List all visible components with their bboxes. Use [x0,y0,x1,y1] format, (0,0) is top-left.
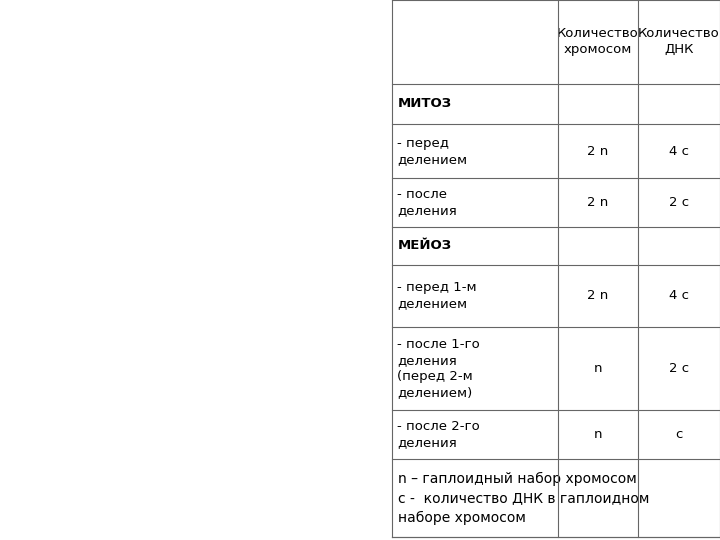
Text: МИТОЗ: МИТОЗ [397,97,451,111]
Text: - после 2-го
деления: - после 2-го деления [397,420,480,449]
Text: 4 c: 4 c [669,289,689,302]
Text: n: n [594,362,602,375]
Text: - перед 1-м
делением: - перед 1-м делением [397,281,477,310]
Text: 2 c: 2 c [669,362,689,375]
Text: 4 c: 4 c [669,145,689,158]
Text: - после
деления: - после деления [397,188,457,217]
Text: - перед
делением: - перед делением [397,137,467,166]
Text: 2 n: 2 n [588,289,608,302]
Text: Количество
ДНК: Количество ДНК [638,28,720,56]
Text: МЕЙОЗ: МЕЙОЗ [397,239,451,252]
Text: 2 c: 2 c [669,196,689,209]
Text: 2 n: 2 n [588,196,608,209]
Text: 2 n: 2 n [588,145,608,158]
Text: n – гаплоидный набор хромосом
с -  количество ДНК в гаплоидном
наборе хромосом: n – гаплоидный набор хромосом с - количе… [398,471,649,525]
Text: n: n [594,428,602,441]
Text: c: c [675,428,683,441]
Text: Количество
хромосом: Количество хромосом [557,28,639,56]
Text: - после 1-го
деления
(перед 2-м
делением): - после 1-го деления (перед 2-м делением… [397,338,480,399]
